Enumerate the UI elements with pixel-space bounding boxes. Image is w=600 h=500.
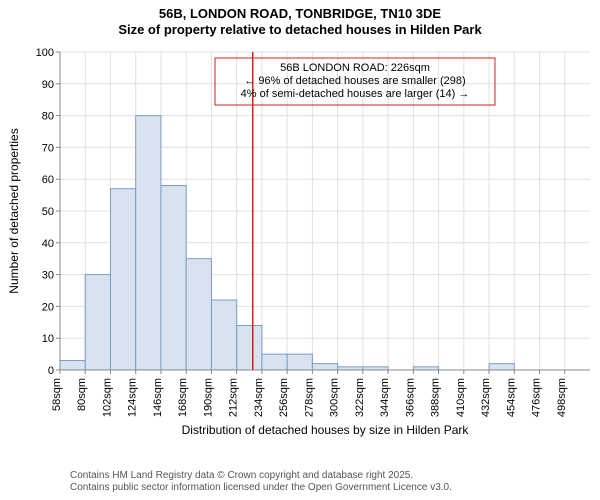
histogram-bar xyxy=(287,354,312,370)
y-tick-label: 90 xyxy=(42,79,54,91)
x-tick-label: 344sqm xyxy=(379,378,391,417)
x-tick-label: 278sqm xyxy=(303,378,315,417)
x-tick-label: 322sqm xyxy=(354,378,366,417)
y-tick-label: 70 xyxy=(42,142,54,154)
histogram-bar xyxy=(136,116,161,370)
chart-container: 0 10 20 30 40 50 60 70 80 90 100 58sqm 80sqm 102sqm 12… xyxy=(0,42,600,452)
y-tick-label: 50 xyxy=(42,206,54,218)
x-tick-label: 212sqm xyxy=(228,378,240,417)
histogram-bar xyxy=(489,364,514,370)
x-tick-label: 102sqm xyxy=(101,378,113,417)
histogram-bar xyxy=(262,354,287,370)
x-tick-label: 410sqm xyxy=(455,378,467,417)
attribution-block: Contains HM Land Registry data © Crown c… xyxy=(70,470,452,494)
histogram-bar xyxy=(211,300,236,370)
x-tick-label: 190sqm xyxy=(202,378,214,417)
x-tick-label: 498sqm xyxy=(556,378,568,417)
histogram-bar xyxy=(110,189,135,370)
x-tick-label: 168sqm xyxy=(177,378,189,417)
x-tick-label: 256sqm xyxy=(278,378,290,417)
y-tick-label: 80 xyxy=(42,111,54,123)
x-tick-label: 388sqm xyxy=(430,378,442,417)
attribution-line-2: Contains public sector information licen… xyxy=(70,482,452,494)
y-tick-label: 10 xyxy=(42,333,54,345)
x-tick-label: 476sqm xyxy=(531,378,543,417)
x-tick-label: 58sqm xyxy=(51,378,63,411)
annotation-line: 4% of semi-detached houses are larger (1… xyxy=(241,88,470,100)
y-tick-label: 40 xyxy=(42,238,54,250)
x-tick-label: 454sqm xyxy=(505,378,517,417)
x-tick-label: 300sqm xyxy=(329,378,341,417)
y-tick-label: 20 xyxy=(42,301,54,313)
x-tick-label: 366sqm xyxy=(404,378,416,417)
title-line-2: Size of property relative to detached ho… xyxy=(0,22,600,38)
y-tick-label: 60 xyxy=(42,174,54,186)
attribution-line-1: Contains HM Land Registry data © Crown c… xyxy=(70,470,452,482)
histogram-bar xyxy=(161,186,186,370)
histogram-bar xyxy=(186,259,211,370)
x-tick-label: 124sqm xyxy=(127,378,139,417)
title-line-1: 56B, LONDON ROAD, TONBRIDGE, TN10 3DE xyxy=(0,6,600,22)
x-tick-label: 80sqm xyxy=(76,378,88,411)
y-tick-label: 0 xyxy=(48,365,54,377)
histogram-svg: 0 10 20 30 40 50 60 70 80 90 100 58sqm 80sqm 102sqm 12… xyxy=(0,42,600,452)
x-tick-label: 234sqm xyxy=(253,378,265,417)
x-axis-label: Distribution of detached houses by size … xyxy=(182,423,470,437)
x-tick-label: 146sqm xyxy=(152,378,164,417)
histogram-bar xyxy=(237,325,262,370)
annotation-line: ← 96% of detached houses are smaller (29… xyxy=(244,75,465,87)
x-tick-label: 432sqm xyxy=(480,378,492,417)
y-tick-label: 30 xyxy=(42,270,54,282)
chart-title-block: 56B, LONDON ROAD, TONBRIDGE, TN10 3DE Si… xyxy=(0,0,600,37)
y-axis-label: Number of detached properties xyxy=(7,128,21,293)
histogram-bar xyxy=(85,275,110,370)
annotation-line: 56B LONDON ROAD: 226sqm xyxy=(280,62,430,74)
histogram-bar xyxy=(60,360,85,370)
y-tick-label: 100 xyxy=(36,47,54,59)
histogram-bar xyxy=(312,364,337,370)
